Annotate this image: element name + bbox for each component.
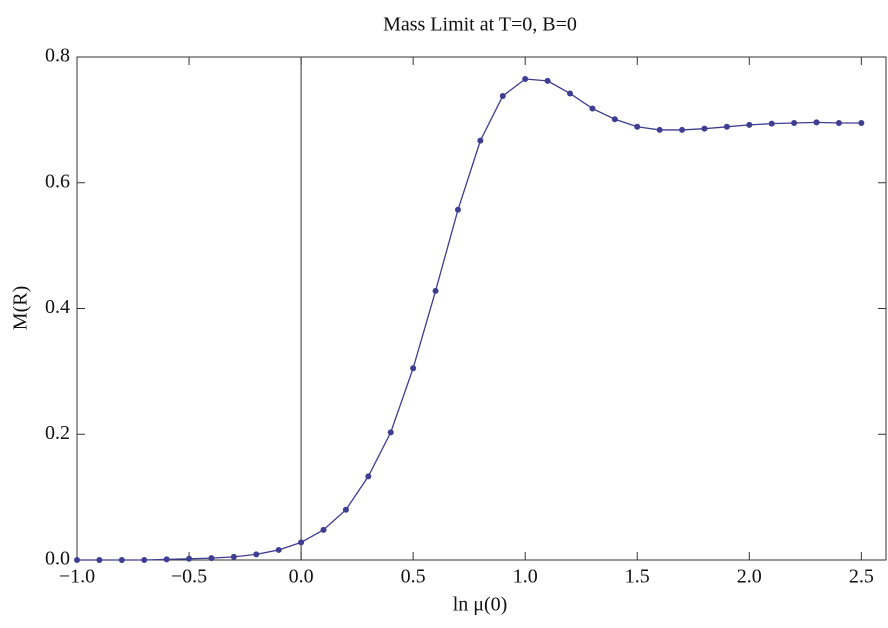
y-tick-label: 0.6 (45, 170, 70, 192)
data-point (342, 506, 349, 513)
data-point (522, 76, 529, 83)
x-tick-label: −0.5 (171, 566, 207, 588)
y-axis-label: M(R) (10, 286, 32, 330)
data-point (141, 557, 148, 563)
data-point (230, 553, 237, 560)
data-point (365, 473, 372, 480)
data-point (275, 546, 282, 553)
y-tick-label: 0.4 (45, 296, 70, 318)
data-point (768, 120, 775, 127)
data-point (701, 125, 708, 132)
data-point (298, 539, 305, 546)
data-point (432, 287, 439, 294)
data-point (320, 526, 327, 533)
chart-title: Mass Limit at T=0, B=0 (383, 14, 577, 36)
x-tick-label: −1.0 (59, 566, 95, 588)
x-tick-label: 2.5 (849, 566, 874, 588)
x-tick-label: 1.5 (625, 566, 650, 588)
data-point (253, 551, 260, 558)
data-point (634, 123, 641, 130)
x-tick-label: 0.5 (401, 566, 426, 588)
data-point (118, 557, 125, 563)
data-point (567, 90, 574, 97)
x-tick-label: 0.0 (289, 566, 314, 588)
data-point (858, 120, 865, 127)
series-line (77, 78, 862, 561)
data-point (74, 557, 80, 563)
x-axis-label: ln μ(0) (453, 594, 508, 616)
y-tick-label: 0.2 (45, 422, 70, 444)
data-point (723, 123, 730, 130)
data-point (746, 121, 753, 128)
data-point (835, 120, 842, 127)
plot-frame (76, 56, 887, 561)
data-point (544, 77, 551, 84)
x-tick-label: 2.0 (737, 566, 762, 588)
data-point (791, 120, 798, 127)
data-point (454, 206, 461, 213)
data-point (813, 119, 820, 126)
data-point (477, 137, 484, 144)
data-point (499, 92, 506, 99)
data-point (208, 555, 215, 562)
y-tick-label: 0.0 (45, 548, 70, 570)
x-tick-label: 1.0 (513, 566, 538, 588)
data-point (387, 429, 394, 436)
data-point (611, 116, 618, 123)
data-point (96, 557, 103, 563)
data-point (163, 556, 170, 563)
data-point (679, 126, 686, 133)
data-point (656, 126, 663, 133)
data-point (589, 105, 596, 112)
y-tick-label: 0.8 (45, 45, 70, 67)
data-point (186, 555, 193, 562)
data-point (410, 365, 417, 372)
